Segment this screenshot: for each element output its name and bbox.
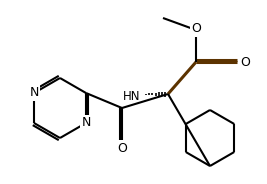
Text: O: O	[117, 141, 127, 155]
Text: N: N	[81, 116, 91, 130]
Text: O: O	[191, 22, 201, 36]
Text: N: N	[29, 86, 39, 100]
Text: HN: HN	[123, 89, 140, 102]
Text: O: O	[240, 56, 250, 68]
